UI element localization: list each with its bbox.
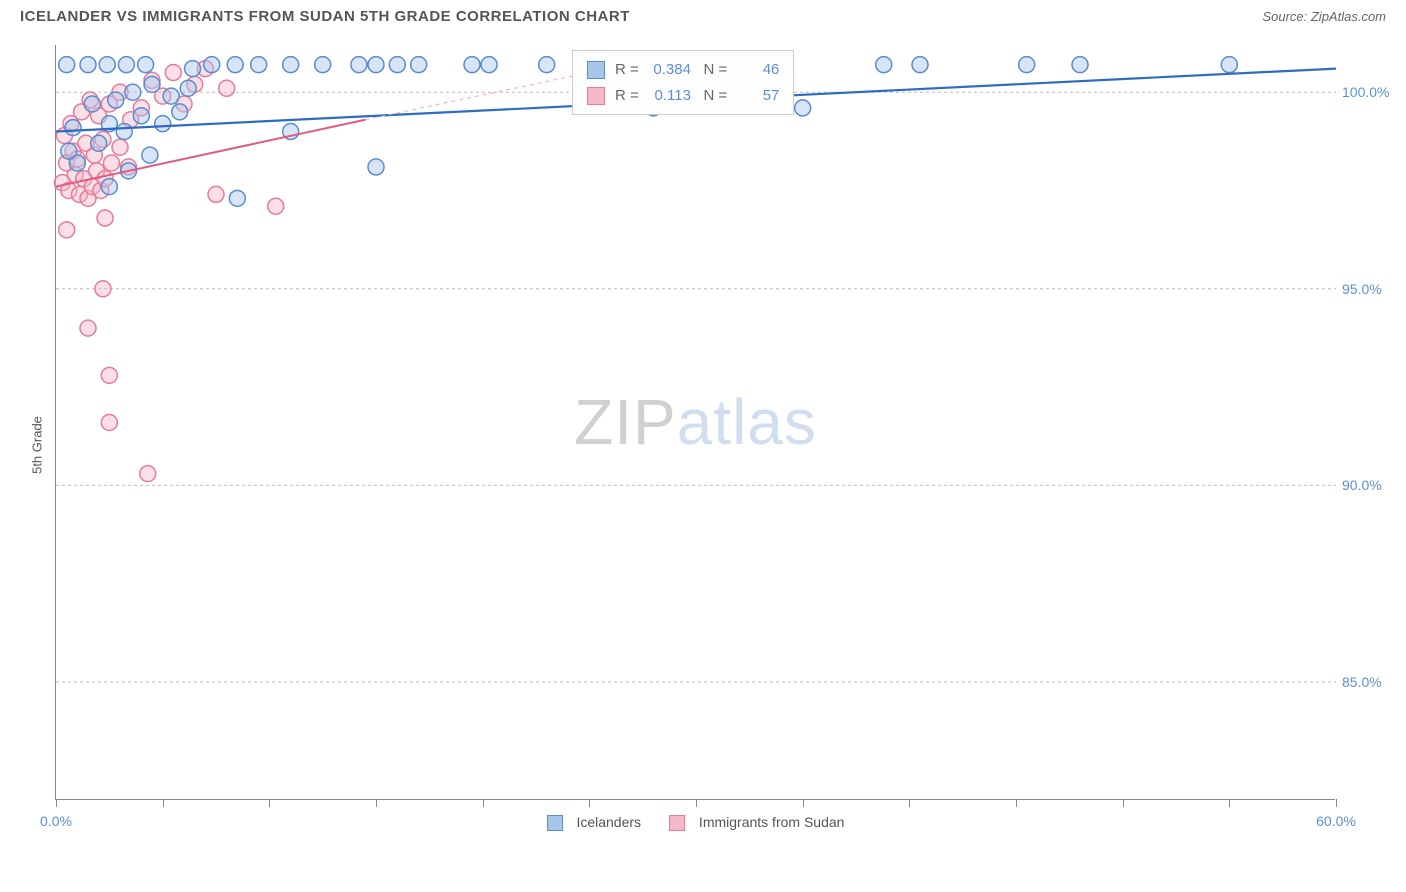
y-axis-label: 5th Grade: [29, 416, 44, 474]
data-point: [204, 57, 220, 73]
data-point: [229, 190, 245, 206]
data-point: [163, 88, 179, 104]
y-tick-label: 95.0%: [1342, 281, 1397, 297]
data-point: [268, 198, 284, 214]
chart-container: 5th Grade ZIPatlas R = 0.384 N = 46R = 0…: [0, 35, 1406, 855]
data-point: [481, 57, 497, 73]
data-point: [208, 186, 224, 202]
correlation-legend: R = 0.384 N = 46R = 0.113 N = 57: [572, 50, 794, 115]
data-point: [112, 139, 128, 155]
x-tick-label: 0.0%: [40, 813, 72, 829]
data-point: [140, 466, 156, 482]
data-point: [133, 108, 149, 124]
data-point: [411, 57, 427, 73]
data-point: [464, 57, 480, 73]
data-point: [185, 61, 201, 77]
data-point: [59, 57, 75, 73]
scatter-svg: [56, 45, 1335, 799]
data-point: [61, 143, 77, 159]
data-point: [80, 57, 96, 73]
trend-line-extension: [365, 73, 589, 120]
data-point: [103, 155, 119, 171]
data-point: [315, 57, 331, 73]
legend-row: R = 0.384 N = 46: [587, 57, 779, 83]
data-point: [144, 76, 160, 92]
data-point: [108, 92, 124, 108]
data-point: [125, 84, 141, 100]
x-tick-label: 60.0%: [1316, 813, 1356, 829]
data-point: [283, 57, 299, 73]
legend-row: R = 0.113 N = 57: [587, 83, 779, 109]
data-point: [101, 179, 117, 195]
chart-title: ICELANDER VS IMMIGRANTS FROM SUDAN 5TH G…: [20, 8, 630, 25]
data-point: [912, 57, 928, 73]
data-point: [368, 159, 384, 175]
legend-item: Icelanders: [547, 814, 641, 831]
y-tick-label: 100.0%: [1342, 84, 1397, 100]
data-point: [539, 57, 555, 73]
data-point: [389, 57, 405, 73]
data-point: [142, 147, 158, 163]
data-point: [101, 367, 117, 383]
data-point: [368, 57, 384, 73]
data-point: [227, 57, 243, 73]
data-point: [84, 96, 100, 112]
data-point: [219, 80, 235, 96]
data-point: [59, 222, 75, 238]
data-point: [65, 120, 81, 136]
data-point: [1019, 57, 1035, 73]
data-point: [351, 57, 367, 73]
data-point: [118, 57, 134, 73]
plot-area: ZIPatlas R = 0.384 N = 46R = 0.113 N = 5…: [55, 45, 1335, 800]
data-point: [138, 57, 154, 73]
data-point: [795, 100, 811, 116]
series-legend: Icelanders Immigrants from Sudan: [547, 814, 845, 831]
legend-item: Immigrants from Sudan: [669, 814, 844, 831]
data-point: [251, 57, 267, 73]
data-point: [155, 116, 171, 132]
data-point: [101, 415, 117, 431]
data-point: [99, 57, 115, 73]
data-point: [876, 57, 892, 73]
y-tick-label: 90.0%: [1342, 477, 1397, 493]
data-point: [95, 281, 111, 297]
data-point: [165, 65, 181, 81]
data-point: [180, 80, 196, 96]
source-label: Source: ZipAtlas.com: [1262, 9, 1386, 24]
data-point: [1221, 57, 1237, 73]
data-point: [97, 210, 113, 226]
data-point: [172, 104, 188, 120]
data-point: [91, 135, 107, 151]
data-point: [1072, 57, 1088, 73]
data-point: [116, 124, 132, 140]
data-point: [80, 320, 96, 336]
y-tick-label: 85.0%: [1342, 674, 1397, 690]
